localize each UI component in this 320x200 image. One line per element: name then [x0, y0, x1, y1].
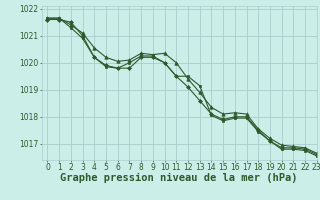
X-axis label: Graphe pression niveau de la mer (hPa): Graphe pression niveau de la mer (hPa) [60, 173, 298, 183]
